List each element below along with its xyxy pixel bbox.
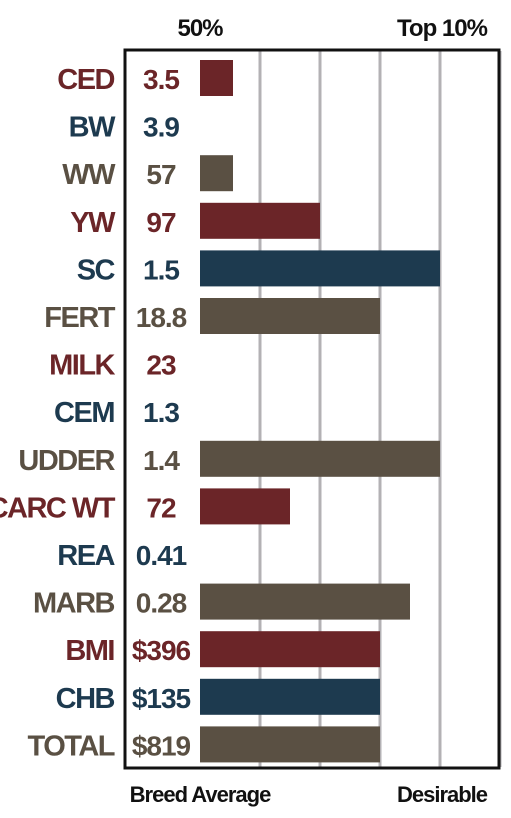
value-label-ww: 57 [146,159,176,190]
value-label-bw: 3.9 [143,112,179,143]
bar-ced [200,60,233,96]
value-label-carc-wt: 72 [146,492,176,523]
chart-frame [123,48,501,770]
trait-label-ww: WW [62,159,116,191]
bar-bmi [200,631,380,668]
trait-label-sc: SC [77,254,116,286]
bottom-label-desirable: Desirable [397,782,488,807]
trait-label-chb: CHB [56,683,115,715]
top-label-50-percent: 50% [177,15,223,42]
top-label-top-10-percent: Top 10% [397,15,488,42]
bar-sc [200,250,440,287]
bar-marb [200,583,410,620]
value-label-marb: 0.28 [136,588,187,619]
value-label-udder: 1.4 [143,445,180,476]
trait-label-bmi: BMI [65,635,114,667]
trait-label-rea: REA [57,540,115,572]
value-label-total: $819 [132,730,191,761]
trait-label-carc-wt: CARC WT [0,492,116,524]
bottom-label-breed-average: Breed Average [130,782,271,807]
trait-label-bw: BW [69,112,116,144]
trait-label-cem: CEM [54,397,114,429]
trait-label-milk: MILK [49,350,115,382]
bar-ww [200,155,233,192]
trait-label-udder: UDDER [18,445,115,477]
bar-yw [200,202,320,239]
trait-label-total: TOTAL [28,730,115,762]
trait-label-ced: CED [57,64,114,96]
value-label-bmi: $396 [132,635,191,666]
bar-chb [200,678,380,715]
bar-fert [200,298,380,334]
bar-carc-wt [200,488,290,525]
row-labels: CED 3.5 BW 3.9 WW 57 YW 97 SC 1.5 FERT 18.8 MILK 23 CE… [0,64,192,762]
value-label-chb: $135 [132,683,191,714]
value-label-sc: 1.5 [143,254,179,285]
bar-udder [200,440,440,477]
trait-label-yw: YW [70,207,116,239]
value-label-cem: 1.3 [143,397,179,428]
value-label-fert: 18.8 [136,302,187,333]
value-label-rea: 0.41 [136,540,187,571]
value-label-milk: 23 [146,350,176,381]
trait-label-marb: MARB [33,588,115,620]
bar-total [200,726,380,763]
trait-label-fert: FERT [44,302,116,334]
value-label-ced: 3.5 [143,64,179,95]
value-label-yw: 97 [146,207,176,238]
bars [200,60,440,763]
